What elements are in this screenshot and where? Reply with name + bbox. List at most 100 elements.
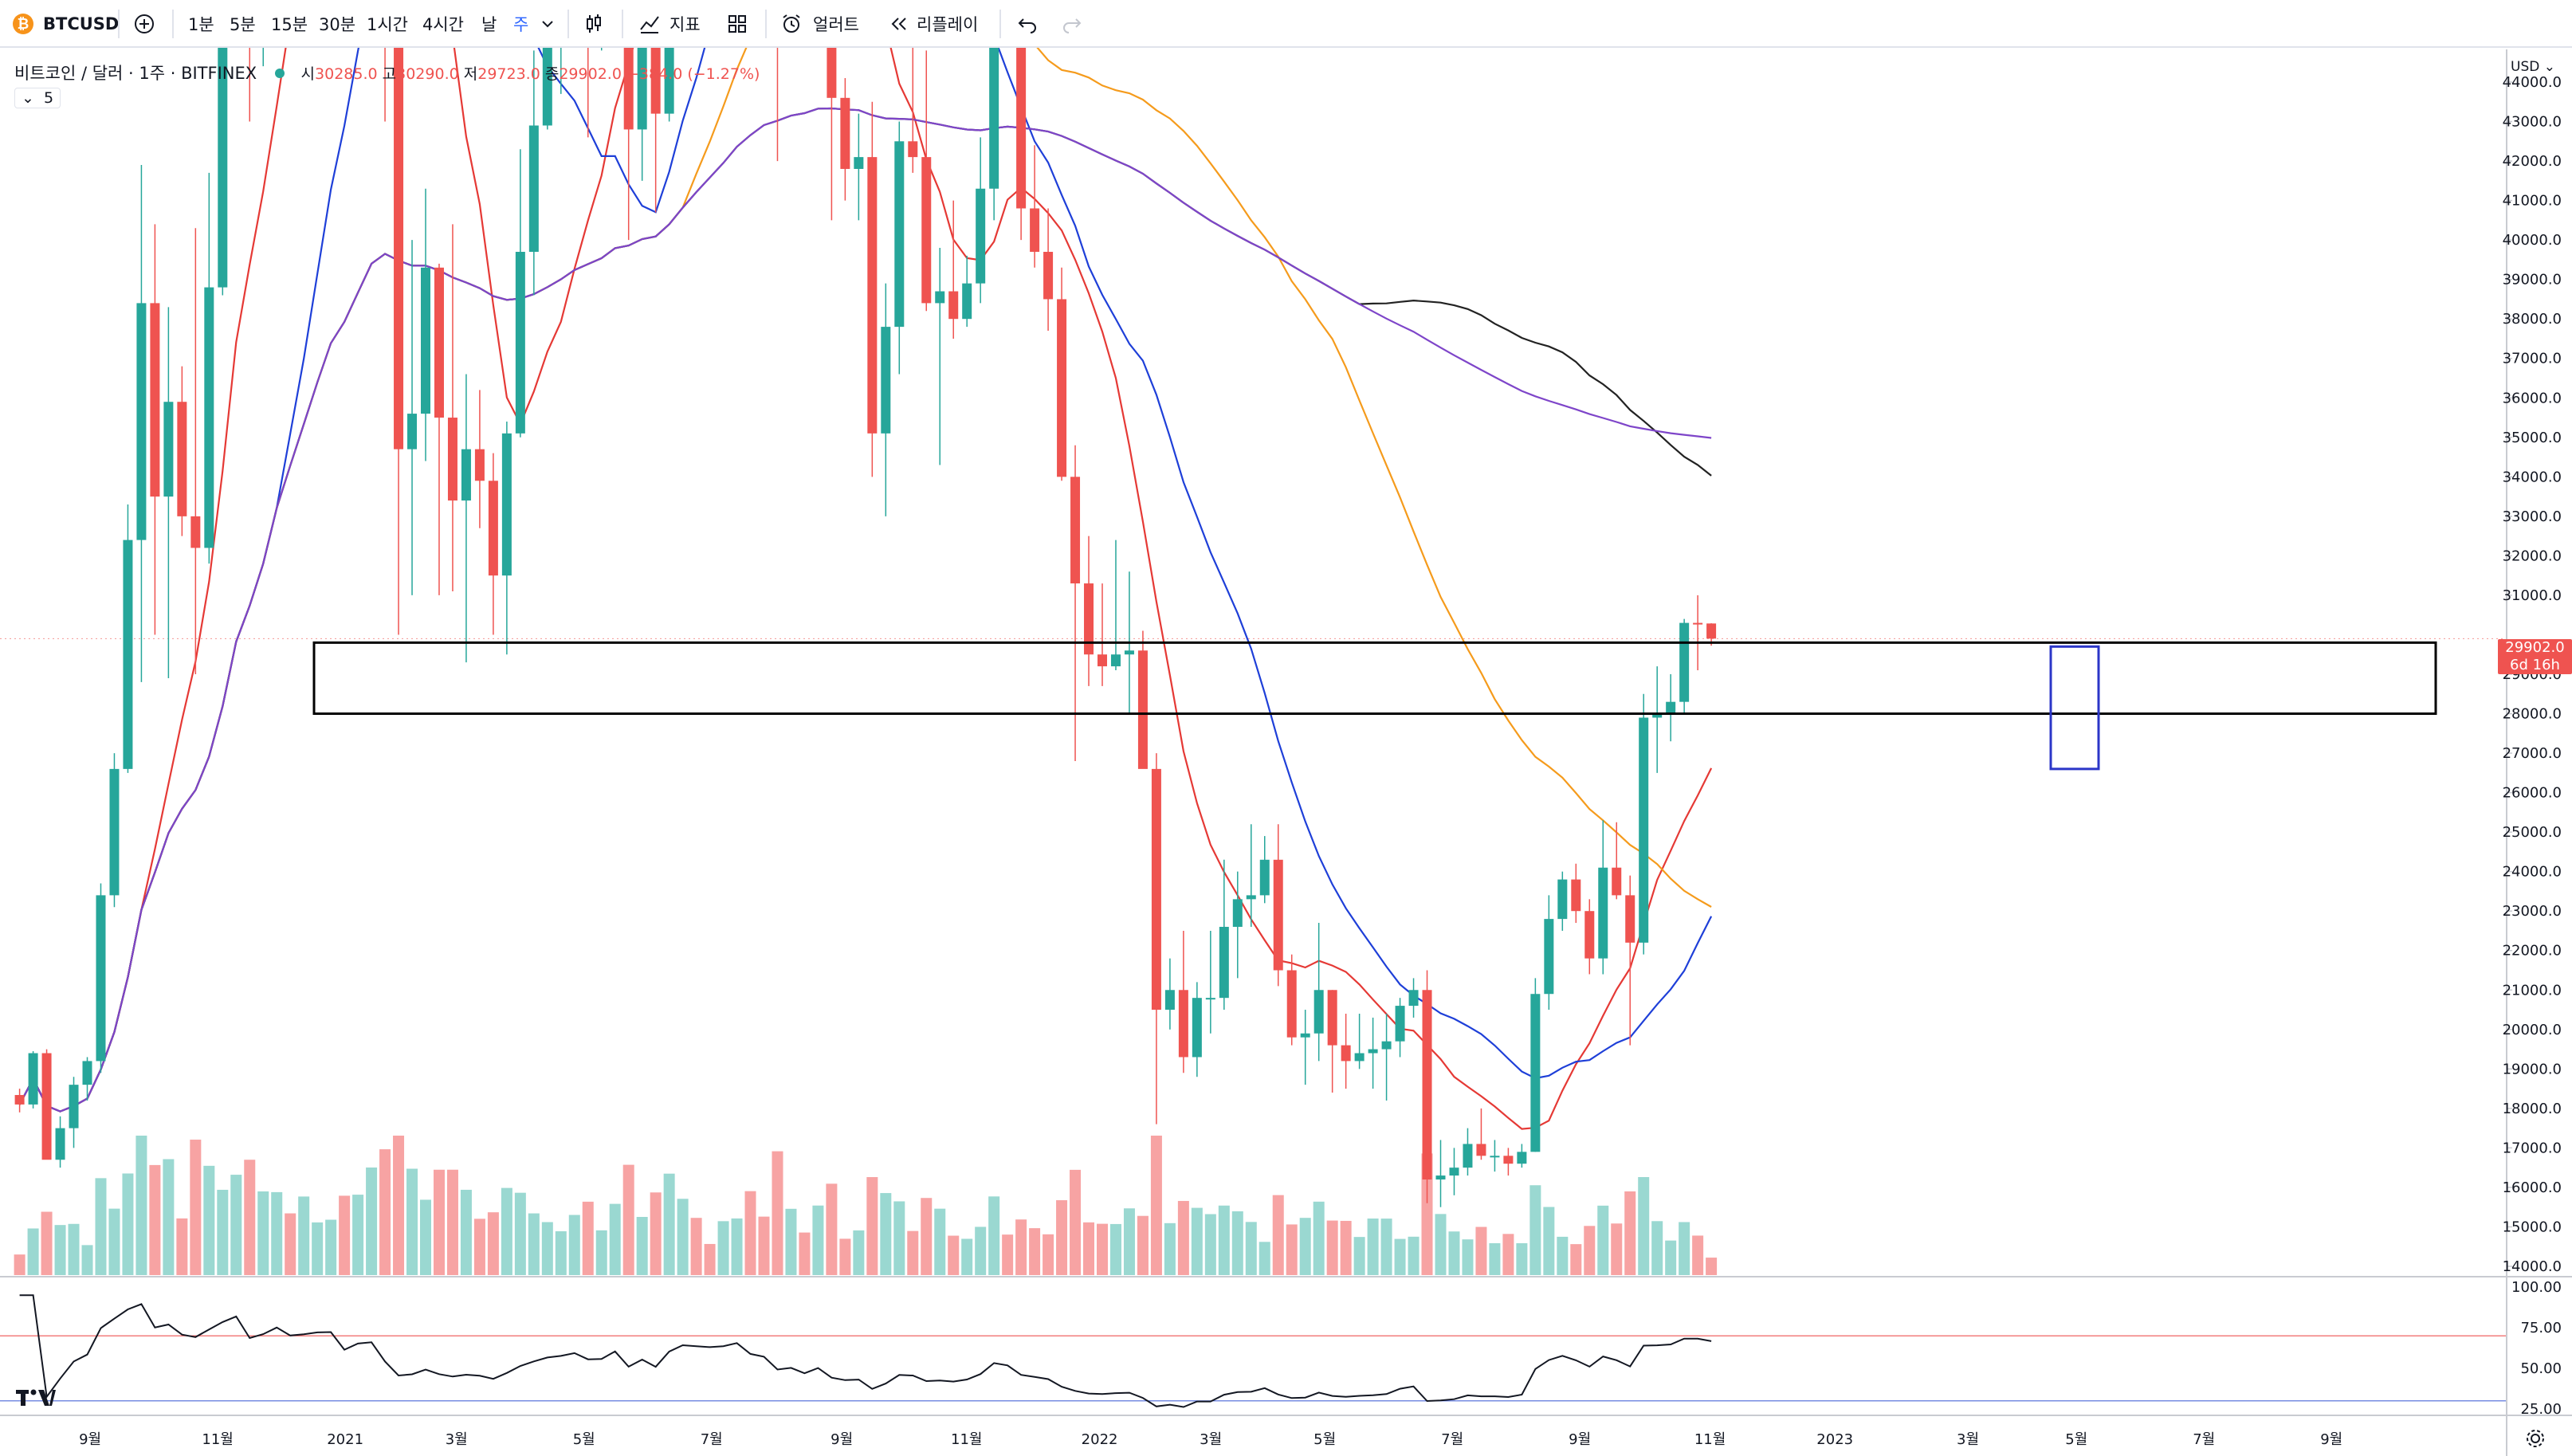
toolbar-divider bbox=[118, 10, 120, 38]
candle-body bbox=[447, 418, 457, 501]
timeframe-5m[interactable]: 5분 bbox=[230, 0, 256, 48]
candle-body bbox=[1205, 998, 1215, 1000]
volume-bar bbox=[406, 1168, 418, 1275]
timeframe-4h[interactable]: 4시간 bbox=[422, 0, 464, 48]
candle-body bbox=[894, 141, 905, 328]
alert-button[interactable]: 얼러트 bbox=[779, 0, 859, 48]
volume-bar bbox=[190, 1140, 202, 1275]
volume-bar bbox=[1177, 1200, 1189, 1275]
volume-bar bbox=[744, 1191, 756, 1275]
volume-bar bbox=[108, 1208, 120, 1275]
replay-button[interactable]: 리플레이 bbox=[888, 0, 978, 48]
timeframe-1d[interactable]: 날 bbox=[481, 0, 497, 48]
chart-type-button[interactable] bbox=[582, 0, 606, 48]
volume-bar bbox=[1218, 1205, 1230, 1275]
drawing-annotations[interactable] bbox=[312, 641, 2437, 771]
time-tick-label: 9월 bbox=[2320, 1431, 2342, 1448]
volume-bar bbox=[1272, 1195, 1284, 1275]
volume-bar bbox=[1070, 1169, 1082, 1275]
volume-bar bbox=[839, 1238, 851, 1275]
currency-label[interactable]: USD ⌄ bbox=[2511, 59, 2555, 75]
candle-body bbox=[1598, 867, 1608, 959]
volume-bar bbox=[27, 1228, 39, 1275]
price-tick-label: 35000.0 bbox=[2503, 430, 2562, 446]
volume-bar bbox=[690, 1218, 702, 1275]
candle-body bbox=[623, 48, 634, 130]
candle-body bbox=[1273, 859, 1283, 971]
timeframe-dropdown[interactable] bbox=[539, 0, 556, 48]
candle-body bbox=[827, 48, 837, 98]
chart-canvas[interactable]: 44000.0 43000.0 42000.0 41000.0 40000.0 39000… bbox=[0, 48, 2572, 1456]
volume-bar bbox=[636, 1216, 648, 1275]
redo-icon bbox=[1063, 18, 1082, 33]
candle-body bbox=[1137, 650, 1148, 769]
indicators-icon bbox=[640, 16, 659, 33]
layout-button[interactable] bbox=[725, 0, 749, 48]
volume-bar bbox=[853, 1230, 865, 1275]
candle-body bbox=[1544, 919, 1554, 995]
compare-add-button[interactable] bbox=[132, 0, 156, 48]
volume-bar bbox=[595, 1230, 607, 1275]
symbol-search[interactable]: ₿ BTCUSD bbox=[13, 0, 119, 48]
candle-body bbox=[1057, 299, 1067, 477]
ma-line-purple bbox=[18, 107, 1712, 1113]
indicators-label: 지표 bbox=[670, 15, 701, 34]
volume-bar bbox=[907, 1230, 919, 1275]
undo-button[interactable] bbox=[1015, 0, 1039, 48]
volume-bar bbox=[393, 1136, 405, 1275]
indicators-button[interactable]: 지표 bbox=[638, 0, 701, 48]
chart-title[interactable]: 비트코인 / 달러 · 1주 · BITFINEX bbox=[14, 64, 257, 83]
redo-button[interactable] bbox=[1060, 0, 1084, 48]
volume-bar bbox=[514, 1192, 526, 1275]
timeframe-1h[interactable]: 1시간 bbox=[367, 0, 408, 48]
time-tick-label: 5월 bbox=[573, 1431, 595, 1448]
top-toolbar: ₿ BTCUSD 1분 5분 15분 30분 1시간 4시간 날 주 bbox=[0, 0, 2572, 48]
tradingview-logo-icon bbox=[16, 1389, 56, 1406]
volume-bar bbox=[1002, 1234, 1014, 1275]
volume-bar bbox=[677, 1199, 689, 1275]
volume-bar bbox=[217, 1189, 229, 1275]
candle-body bbox=[1463, 1144, 1473, 1168]
sub-pane-toggle[interactable]: ⌄ 5 bbox=[14, 88, 61, 108]
price-tick-label: 36000.0 bbox=[2503, 390, 2562, 406]
price-tick-label: 40000.0 bbox=[2503, 232, 2562, 249]
ma-line-orange bbox=[18, 48, 1712, 1113]
timeframe-15m[interactable]: 15분 bbox=[271, 0, 308, 48]
candle-body bbox=[177, 402, 187, 516]
timeframe-30m[interactable]: 30분 bbox=[319, 0, 355, 48]
candle-body bbox=[41, 1053, 52, 1160]
timeframe-1m[interactable]: 1분 bbox=[188, 0, 214, 48]
candle-body bbox=[1449, 1168, 1459, 1176]
candle-body bbox=[123, 540, 133, 769]
open-value: 30285.0 bbox=[315, 65, 378, 83]
candle-body bbox=[1503, 1156, 1514, 1164]
volume-bar bbox=[122, 1173, 134, 1275]
candle-body bbox=[1286, 970, 1297, 1038]
candle-body bbox=[55, 1128, 65, 1160]
volume-bar bbox=[704, 1243, 716, 1275]
volume-bar bbox=[1204, 1214, 1216, 1275]
timeframe-1w[interactable]: 주 bbox=[513, 0, 528, 48]
volume-bar bbox=[1570, 1244, 1582, 1275]
timeframe-label: 4시간 bbox=[422, 15, 465, 34]
ma-line-red bbox=[18, 48, 1713, 1130]
volume-bar bbox=[528, 1213, 540, 1275]
ma-line-black bbox=[18, 107, 1712, 1113]
timeframe-label: 30분 bbox=[319, 15, 356, 34]
volume-bar bbox=[1015, 1219, 1027, 1275]
high-label: 고 bbox=[382, 65, 397, 83]
alert-label: 얼러트 bbox=[813, 15, 859, 34]
volume-bar bbox=[1557, 1236, 1569, 1275]
price-tick-label: 15000.0 bbox=[2503, 1219, 2562, 1235]
volume-bar bbox=[650, 1192, 662, 1275]
volume-bar bbox=[1299, 1218, 1311, 1275]
time-tick-label: 7월 bbox=[701, 1431, 723, 1448]
chart-settings-button[interactable] bbox=[2523, 1427, 2547, 1454]
volume-bar bbox=[582, 1201, 594, 1275]
tradingview-logo[interactable] bbox=[14, 1385, 56, 1412]
volume-bar bbox=[1123, 1208, 1135, 1275]
candle-body bbox=[1639, 717, 1649, 943]
volume-bar bbox=[1043, 1234, 1054, 1275]
candle-body bbox=[1679, 622, 1690, 702]
toolbar-divider bbox=[765, 10, 767, 38]
